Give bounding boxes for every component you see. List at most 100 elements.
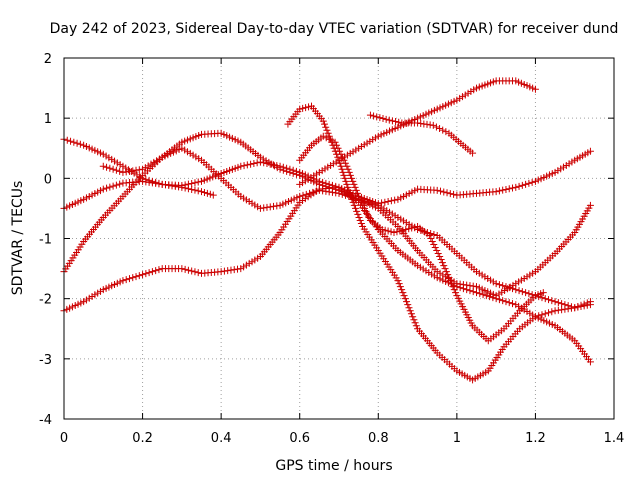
data-point <box>495 281 503 289</box>
data-point <box>125 167 133 175</box>
data-point <box>525 179 533 187</box>
data-point <box>531 85 539 93</box>
data-point <box>355 192 363 200</box>
data-point <box>335 147 343 155</box>
data-point <box>394 277 402 285</box>
data-point <box>357 219 365 227</box>
data-point <box>165 181 173 189</box>
data-point <box>518 288 526 296</box>
data-point <box>358 198 366 206</box>
data-point <box>296 105 304 113</box>
data-point <box>352 186 360 194</box>
data-point <box>580 300 588 308</box>
data-point <box>554 299 562 307</box>
data-point <box>349 177 357 185</box>
data-point <box>256 204 264 212</box>
data-point <box>412 322 420 330</box>
data-point <box>408 224 416 232</box>
data-point <box>337 150 345 158</box>
data-point <box>427 235 435 242</box>
data-point <box>70 138 78 146</box>
data-point <box>349 198 357 206</box>
data-point <box>586 298 594 306</box>
data-point <box>247 160 255 168</box>
data-point <box>325 135 333 143</box>
data-point <box>551 307 559 315</box>
x-tick-label: 1.4 <box>604 431 625 446</box>
data-point <box>515 182 523 190</box>
data-point <box>538 311 546 319</box>
data-point <box>561 305 569 313</box>
data-point <box>200 188 208 196</box>
data-point <box>388 117 396 125</box>
data-point <box>99 162 107 170</box>
data-point <box>564 305 572 313</box>
data-point <box>340 156 348 164</box>
data-point <box>450 190 458 198</box>
data-point <box>469 282 477 290</box>
data-point <box>395 280 403 288</box>
data-point <box>341 174 349 182</box>
data-point <box>410 316 418 324</box>
data-point <box>548 297 556 305</box>
data-point <box>340 171 348 179</box>
data-point <box>243 161 251 169</box>
data-point <box>312 187 320 195</box>
data-point <box>333 141 341 149</box>
y-tick-label: 0 <box>44 172 52 187</box>
y-tick-label: 1 <box>44 112 52 127</box>
data-point <box>390 228 398 236</box>
data-point <box>376 114 384 122</box>
data-point <box>279 166 287 174</box>
data-point <box>348 174 356 182</box>
data-point <box>359 201 367 209</box>
data-point <box>433 186 441 194</box>
data-point <box>341 159 349 167</box>
data-point <box>338 153 346 161</box>
data-point <box>332 185 340 193</box>
data-point <box>541 310 549 318</box>
data-point <box>338 165 346 173</box>
data-point <box>319 117 327 125</box>
data-point <box>538 294 546 302</box>
data-point <box>253 159 261 167</box>
data-point <box>440 262 448 270</box>
x-axis-label: GPS time / hours <box>275 458 392 474</box>
data-point <box>446 190 454 198</box>
data-point <box>191 186 199 194</box>
data-point <box>73 139 81 147</box>
data-point <box>350 201 358 209</box>
data-point <box>551 298 559 306</box>
plot-frame <box>63 57 615 420</box>
data-point <box>106 164 114 172</box>
data-point <box>505 185 513 193</box>
x-tick-label: 1 <box>453 431 461 446</box>
data-point <box>99 185 107 193</box>
data-point <box>430 241 438 249</box>
data-point <box>441 265 449 273</box>
data-point <box>148 268 156 276</box>
data-point <box>505 299 513 307</box>
data-point <box>286 168 294 176</box>
data-point <box>302 190 310 198</box>
data-point <box>499 186 507 194</box>
data-point <box>119 277 127 285</box>
data-point <box>366 111 374 119</box>
data-point <box>438 259 446 267</box>
data-point <box>385 116 393 124</box>
data-point <box>518 181 526 189</box>
data-point <box>437 256 445 264</box>
data-point <box>273 202 281 210</box>
axis-ticks: 0 0.2 0.4 0.6 0.8 1 1.2 1.4 -4 -3 -2 -1 0 1 2 <box>39 52 624 446</box>
data-point <box>396 283 404 291</box>
data-point <box>325 183 333 191</box>
data-point <box>545 309 553 317</box>
data-point <box>495 187 503 195</box>
data-point <box>411 223 419 231</box>
data-point <box>198 188 205 196</box>
data-point <box>289 169 297 177</box>
data-point <box>237 162 245 170</box>
data-point <box>343 180 351 188</box>
data-point <box>406 307 414 315</box>
data-point <box>346 171 354 179</box>
